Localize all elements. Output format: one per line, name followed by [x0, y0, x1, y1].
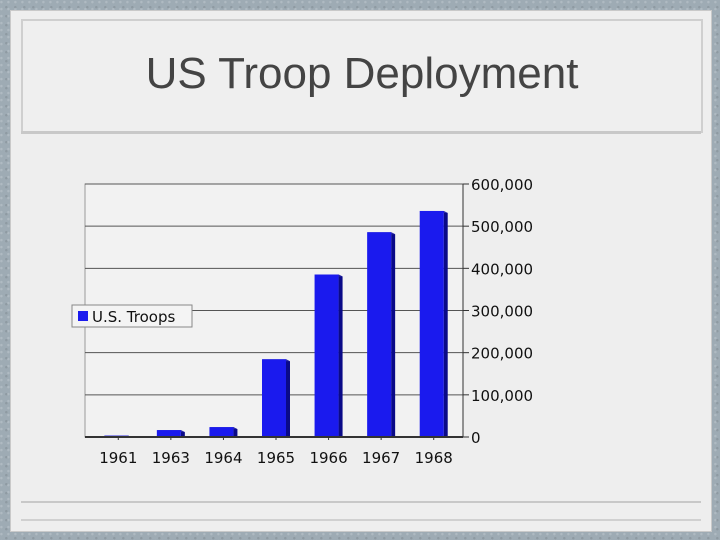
x-tick-label: 1964: [204, 449, 242, 467]
x-tick-label: 1967: [362, 449, 400, 467]
bar: [262, 359, 286, 437]
axes: [85, 183, 469, 440]
y-tick-label: 600,000: [471, 176, 533, 194]
bar-side: [286, 359, 290, 437]
legend-swatch: [78, 311, 88, 321]
legend-label: U.S. Troops: [92, 308, 175, 326]
legend: U.S. Troops: [71, 304, 193, 328]
bar: [156, 430, 181, 437]
bar: [367, 232, 392, 437]
y-tick-label: 500,000: [471, 218, 533, 236]
y-tick-label: 200,000: [471, 345, 533, 363]
bar-side: [233, 427, 238, 437]
x-tick-label: 1961: [99, 449, 137, 467]
x-tick-label: 1963: [152, 449, 190, 467]
x-tick-labels: 1961 1963 1964 1965 1966 1967 1968: [99, 449, 453, 467]
x-tick-label: 1966: [309, 449, 347, 467]
bar: [419, 210, 444, 437]
y-tick-labels: 0 100,000 200,000 300,000 400,000 500,000 600,…: [471, 176, 533, 447]
title-separator: [21, 131, 701, 134]
bars: [104, 210, 448, 438]
y-tick-label: 300,000: [471, 303, 533, 321]
x-tick-label: 1968: [415, 449, 453, 467]
x-tick-label: 1965: [257, 449, 295, 467]
legend-box: [71, 304, 193, 328]
y-tick-label: 100,000: [471, 387, 533, 405]
footer-line: [21, 501, 701, 503]
bar: [209, 427, 234, 437]
footer-line-lower: [21, 519, 701, 521]
y-tick-label: 400,000: [471, 260, 533, 278]
bar-side: [338, 274, 343, 437]
bar-side: [391, 232, 396, 437]
bar: [314, 274, 339, 437]
y-tick-label: 0: [471, 429, 481, 447]
bar-side: [443, 210, 448, 437]
slide-title: US Troop Deployment: [145, 49, 579, 98]
